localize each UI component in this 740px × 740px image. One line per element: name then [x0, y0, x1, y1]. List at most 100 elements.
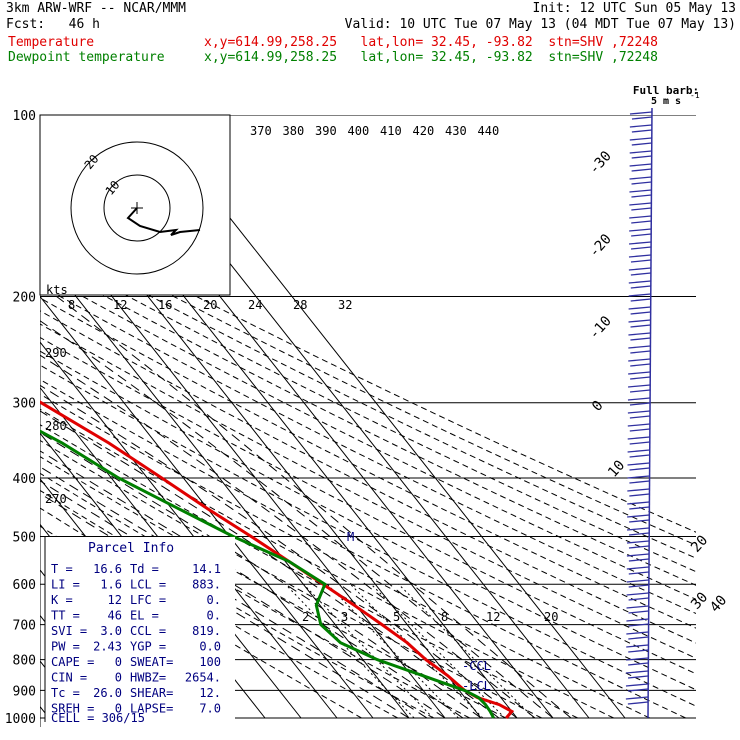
- wind-barb-flag: [627, 514, 650, 518]
- wind-barb-flag: [630, 298, 651, 302]
- wind-barb-flag: [625, 683, 649, 687]
- isotherm-label: 10: [605, 457, 628, 480]
- parcel-key: K =: [51, 593, 73, 607]
- wind-barb-flag: [626, 670, 649, 674]
- wind-barb-flag: [627, 410, 650, 414]
- parcel-value: 26.0: [93, 686, 122, 700]
- wind-barb-flag: [628, 571, 649, 575]
- wind-barb-flag: [630, 363, 651, 367]
- init-time: Init: 12 UTC Sun 05 May 13: [532, 1, 737, 16]
- station-info-red: x,y=614.99,258.25 lat,lon= 32.45, -93.82…: [204, 35, 658, 50]
- isobar-label: 300: [13, 397, 36, 412]
- station-info-green: x,y=614.99,258.25 lat,lon= 32.45, -93.82…: [204, 50, 658, 65]
- potential-temp-label: 370: [250, 124, 272, 138]
- wind-barb-flag: [629, 389, 651, 393]
- wind-barb-flag: [629, 111, 653, 115]
- wind-barb-flag: [629, 215, 652, 219]
- dry-adiabat: [40, 378, 686, 719]
- wind-barb-flag: [628, 584, 649, 588]
- wind-barb-flag: [629, 467, 650, 471]
- wind-barb-flag: [626, 618, 649, 622]
- wind-barb-flag: [628, 332, 651, 336]
- wind-barb-flag: [629, 228, 652, 232]
- parcel-value: 0.: [207, 593, 221, 607]
- mixing-ratio-line: [350, 583, 484, 719]
- wind-barb-flag: [629, 202, 652, 206]
- wind-barb-flag: [628, 532, 650, 536]
- model-title: 3km ARW-WRF -- NCAR/MMM: [6, 1, 187, 16]
- parcel-value: 1.6: [100, 578, 122, 592]
- wind-barb-flag: [626, 566, 649, 570]
- wind-barb-flag: [629, 519, 650, 523]
- wind-barb-flag: [631, 194, 652, 198]
- parcel-value: 7.0: [199, 702, 221, 716]
- wind-barb-flag: [630, 350, 651, 354]
- parcel-value: 0: [115, 702, 122, 716]
- wind-barb-flag: [631, 142, 652, 146]
- parcel-key: HWBZ=: [130, 671, 166, 685]
- wind-barb-flag: [630, 337, 651, 341]
- isobar-label: 500: [13, 530, 36, 545]
- wind-barb-flag: [626, 553, 649, 557]
- legend-dewpoint: Dewpoint temperature: [8, 50, 165, 65]
- potential-temp-label: 430: [445, 124, 467, 138]
- lcl-marker: -LCL: [462, 679, 491, 693]
- parcel-value: 2654.: [185, 671, 221, 685]
- parcel-key: LAPSE=: [130, 702, 173, 716]
- mixing-ratio-line: [326, 583, 459, 719]
- wind-barb-flag: [629, 415, 650, 419]
- hodograph-box: [39, 114, 231, 296]
- isobar-label: 700: [13, 619, 36, 634]
- wind-barb-flag: [630, 246, 652, 250]
- wind-barb-flag: [631, 129, 652, 133]
- parcel-key: CIN =: [51, 671, 87, 685]
- parcel-value: 0.0: [199, 640, 221, 654]
- sounding-profiles: [40, 400, 515, 719]
- wind-barb-flag: [628, 358, 651, 362]
- wind-barbs: Full barb:5 m s -1: [625, 84, 700, 719]
- parcel-value: 16.6: [93, 562, 122, 576]
- hodograph-speed-label: 12: [113, 298, 127, 312]
- valid-time: Valid: 10 UTC Tue 07 May 13 (04 MDT Tue …: [344, 17, 736, 32]
- parcel-key: LFC =: [130, 593, 166, 607]
- parcel-value: 14.1: [192, 562, 221, 576]
- wind-barb-flag: [628, 610, 649, 614]
- wind-barb-flag: [627, 527, 650, 531]
- potential-temp-label: 380: [283, 124, 305, 138]
- diagram-grid: [40, 115, 696, 727]
- parcel-value: 3.0: [100, 624, 122, 638]
- dry-adiabat: [40, 424, 578, 719]
- dry-adiabat: [40, 236, 696, 559]
- m-marker: M: [347, 530, 354, 544]
- isobar-label: 600: [13, 578, 36, 593]
- parcel-key: SHEAR=: [130, 686, 173, 700]
- wind-barb-flag: [629, 493, 650, 497]
- parcel-key: Tc =: [51, 686, 80, 700]
- wind-barb-flag: [631, 207, 652, 211]
- wind-barb-flag: [631, 155, 652, 159]
- wind-barb-flag: [626, 644, 649, 648]
- wind-barb-flag: [629, 150, 652, 154]
- moist-adiabat: [56, 296, 572, 719]
- parcel-key: CCL =: [130, 624, 166, 638]
- wind-barb-flag: [630, 311, 651, 315]
- dry-adiabat: [40, 248, 696, 573]
- isobar-label: 200: [13, 291, 36, 306]
- wind-barb-flag: [631, 220, 652, 224]
- wind-barb-flag: [626, 605, 649, 609]
- wind-barb-flag: [626, 540, 650, 544]
- wind-barb-flag: [628, 597, 649, 601]
- isobar-label: 400: [13, 472, 36, 487]
- ccl-marker: -CCL: [462, 659, 491, 673]
- wind-barb-flag: [627, 501, 650, 505]
- isotherm-line: [40, 295, 374, 719]
- hodograph-speed-label: 20: [203, 298, 217, 312]
- mixing-ratio-label: 20: [544, 610, 558, 624]
- wind-barb-flag: [629, 124, 652, 128]
- wind-barb-flag: [627, 488, 650, 492]
- parcel-key: SVI =: [51, 624, 87, 638]
- full-barb-exponent: -1: [690, 91, 700, 100]
- hodograph-speed-label: 24: [248, 298, 262, 312]
- moist-adiabat: [40, 431, 482, 719]
- wind-barb-flag: [629, 454, 650, 458]
